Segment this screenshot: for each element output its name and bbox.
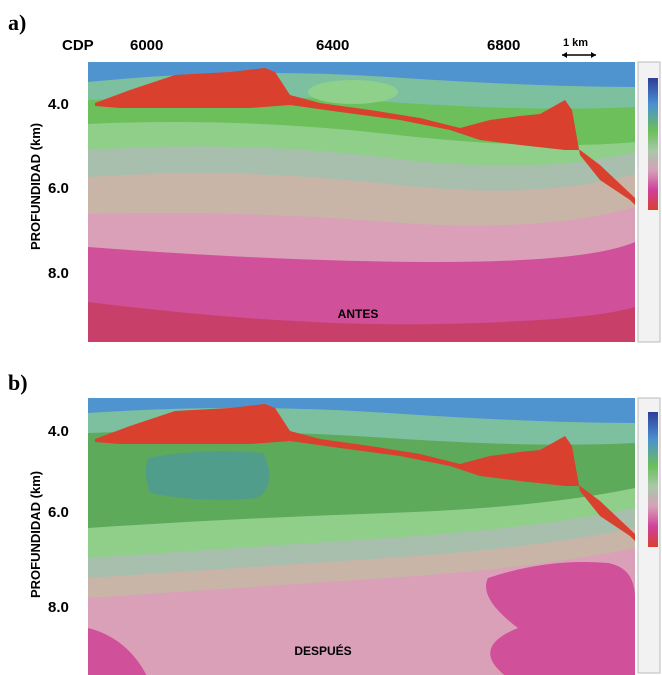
velocity-section: [88, 62, 635, 342]
x-axis-label: CDP: [62, 37, 94, 54]
y-axis-label: PROFUNDIDAD (km): [28, 471, 43, 598]
x-tick-label: 6000: [130, 37, 163, 54]
panel-a: a) CDP 6000 6400 6800 1 km PROFUNDIDAD (…: [8, 10, 661, 343]
y-tick-label: 8.0: [48, 265, 69, 282]
y-tick-label: 4.0: [48, 423, 69, 440]
panel-b: b) PROFUNDIDAD (km) 4.0 6.0 8.0 DESPUÉS: [8, 370, 661, 675]
panel-caption: DESPUÉS: [294, 643, 351, 658]
colorbar: [648, 78, 658, 210]
panel-label: a): [8, 10, 26, 35]
y-tick-label: 6.0: [48, 504, 69, 521]
colorbar: [648, 412, 658, 547]
y-axis-label: PROFUNDIDAD (km): [28, 123, 43, 250]
x-tick-label: 6800: [487, 37, 520, 54]
panel-label: b): [8, 370, 28, 395]
y-tick-label: 4.0: [48, 96, 69, 113]
x-tick-label: 6400: [316, 37, 349, 54]
panel-caption: ANTES: [338, 307, 379, 321]
y-tick-label: 8.0: [48, 599, 69, 616]
scale-bar-label: 1 km: [563, 37, 588, 49]
y-tick-label: 6.0: [48, 180, 69, 197]
velocity-section: [88, 398, 635, 675]
